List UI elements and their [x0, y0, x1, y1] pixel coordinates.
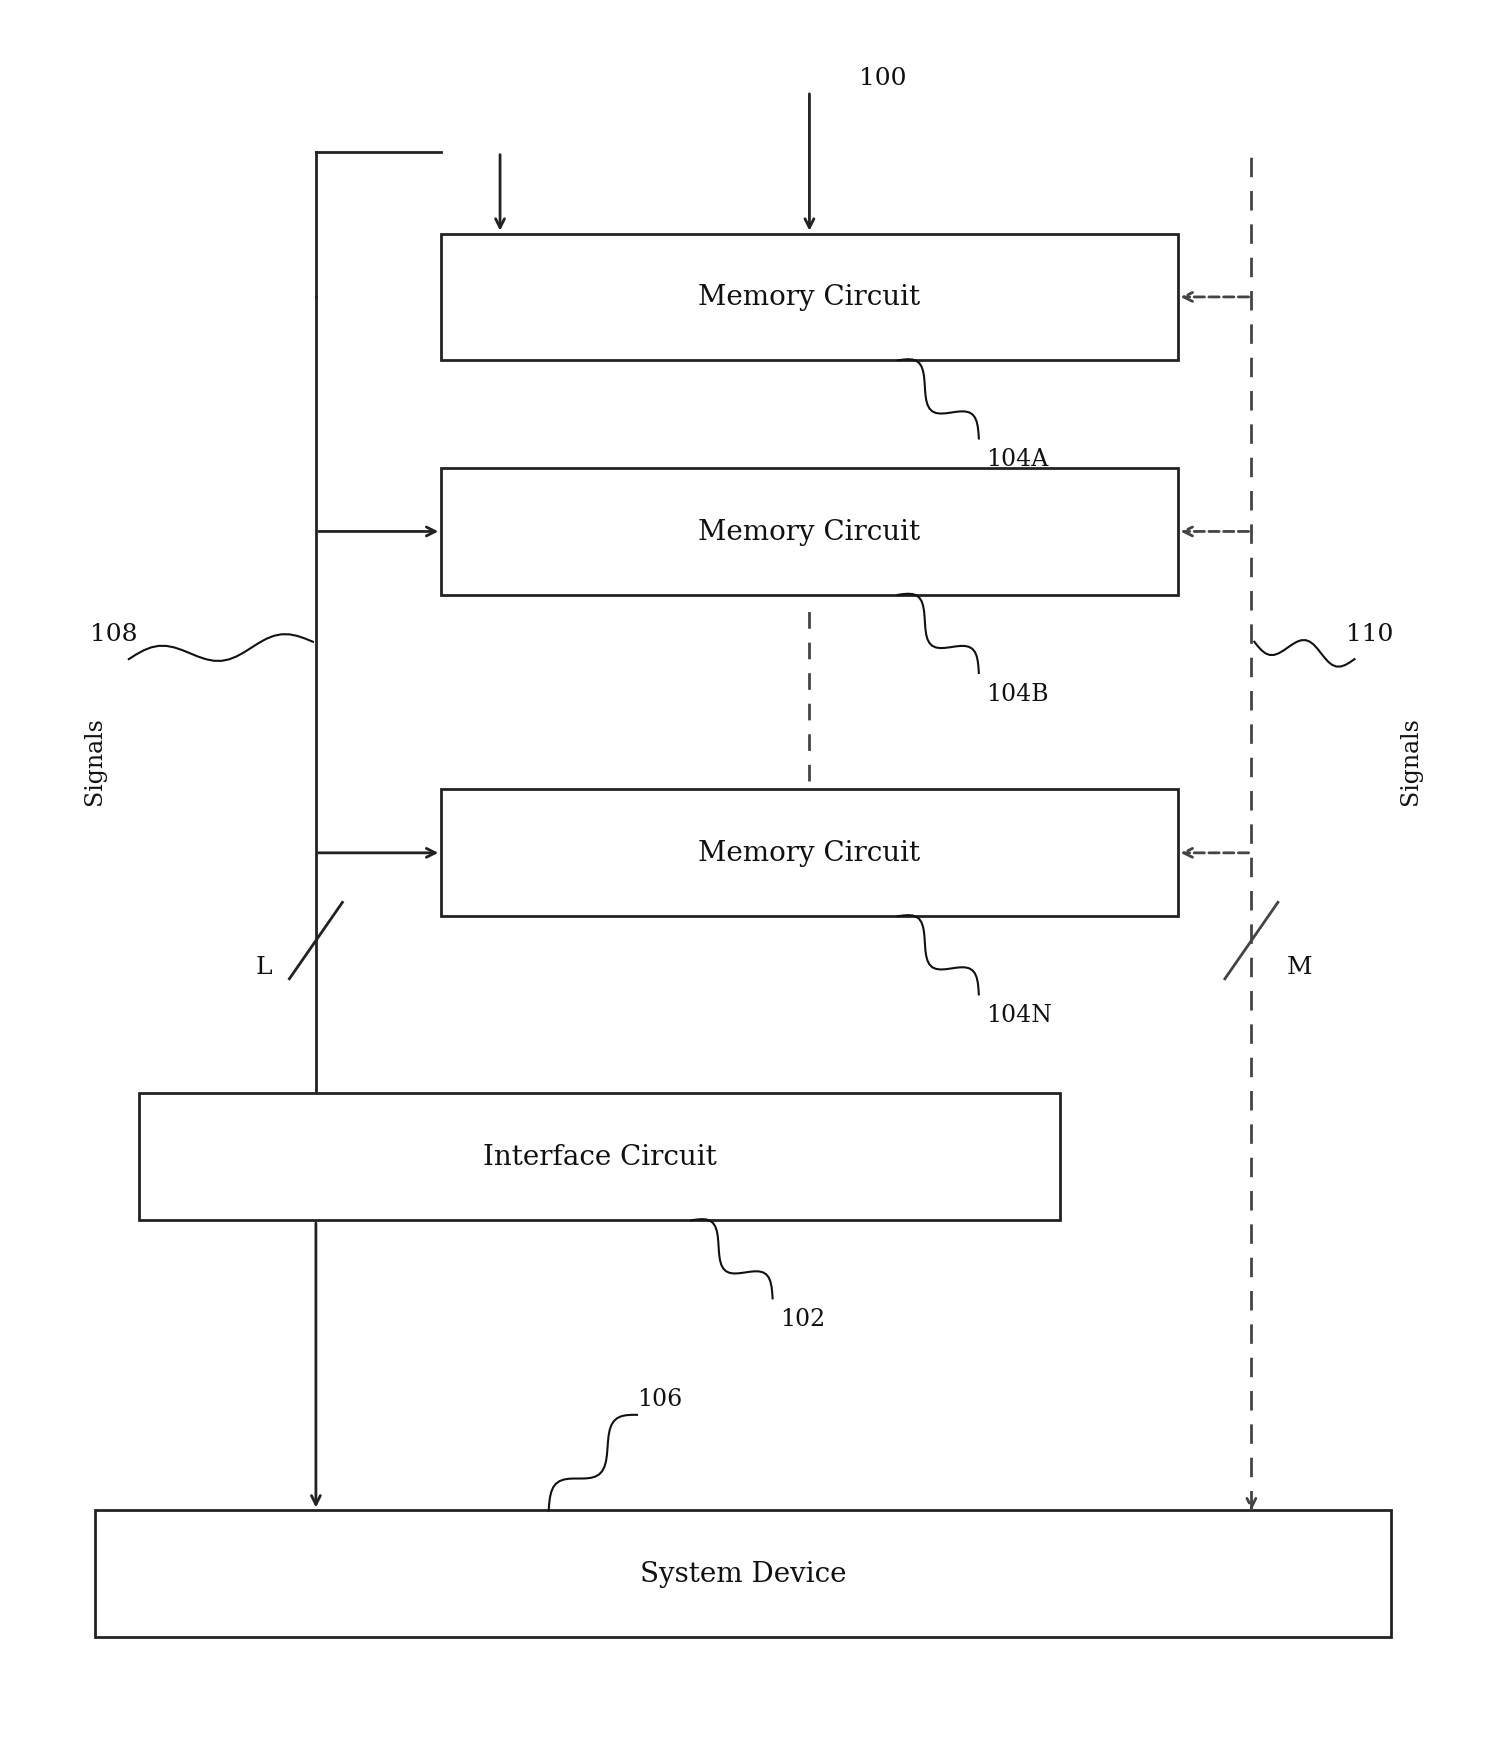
Text: 106: 106: [636, 1387, 683, 1409]
Text: 104A: 104A: [986, 448, 1049, 471]
Text: Signals: Signals: [1399, 716, 1421, 804]
Text: Signals: Signals: [84, 716, 107, 804]
Bar: [441, 235, 1178, 362]
Text: 102: 102: [781, 1307, 826, 1330]
Bar: [95, 1510, 1391, 1637]
Bar: [441, 790, 1178, 917]
Text: System Device: System Device: [639, 1561, 847, 1588]
Text: Memory Circuit: Memory Circuit: [698, 519, 920, 545]
Text: 104N: 104N: [986, 1004, 1052, 1027]
Text: 100: 100: [860, 67, 907, 90]
Text: 108: 108: [90, 623, 138, 646]
Text: 110: 110: [1345, 623, 1393, 646]
Text: 104B: 104B: [986, 683, 1049, 706]
Text: Memory Circuit: Memory Circuit: [698, 284, 920, 310]
Text: L: L: [257, 956, 273, 979]
Text: Interface Circuit: Interface Circuit: [483, 1143, 716, 1171]
Bar: [140, 1094, 1060, 1221]
Text: Memory Circuit: Memory Circuit: [698, 840, 920, 866]
Bar: [441, 469, 1178, 596]
Text: M: M: [1288, 956, 1313, 979]
